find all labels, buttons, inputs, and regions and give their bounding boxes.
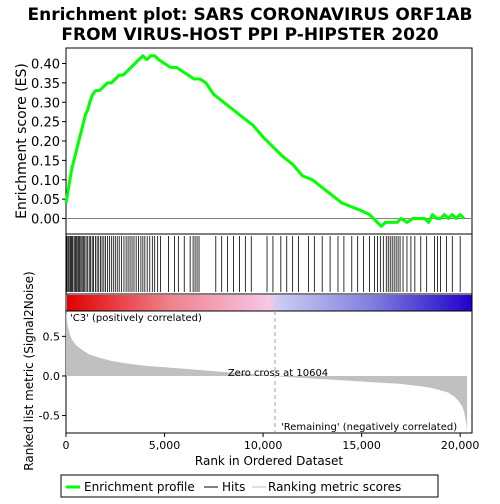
- es-y-tick-label: 0.40: [31, 58, 60, 73]
- metric-x-tick-label: 0: [63, 439, 70, 452]
- chart-title-line-2: FROM VIRUS-HOST PPI P-HIPSTER 2020: [61, 25, 438, 45]
- zero-cross-label: Zero cross at 10604: [228, 368, 328, 379]
- metric-y-axis: -0.5 0.0 0.5: [39, 330, 66, 423]
- negative-correlation-label: 'Remaining' (negatively correlated): [281, 422, 457, 433]
- positive-correlation-label: 'C3' (positively correlated): [70, 313, 202, 324]
- legend-box: [60, 474, 439, 498]
- metric-x-tick-label: 10,000: [244, 439, 283, 452]
- legend-profile-label: Enrichment profile: [84, 480, 195, 494]
- metric-x-tick-label: 5,000: [149, 439, 181, 452]
- metric-x-tick-label: 15,000: [342, 439, 381, 452]
- es-y-axis-label: Enrichment score (ES): [14, 63, 30, 219]
- es-y-tick-label: 0.10: [31, 174, 60, 189]
- metric-x-axis-label: Rank in Ordered Dataset: [195, 454, 343, 468]
- chart-title-line-1: Enrichment plot: SARS CORONAVIRUS ORF1AB: [27, 5, 472, 25]
- metric-y-tick-label: -0.5: [39, 410, 60, 423]
- rank-color-bar: [67, 295, 472, 311]
- es-y-tick-label: 0.35: [31, 77, 60, 92]
- metric-x-tick-label: 20,000: [441, 439, 480, 452]
- es-y-tick-label: 0.30: [31, 96, 60, 111]
- es-y-axis: 0.00 0.05 0.10 0.15 0.20 0.25 0.30 0.35 0.40: [31, 58, 66, 228]
- hit-marks: [66, 236, 461, 292]
- ranking-metric-area: [66, 311, 468, 432]
- metric-y-axis-label: Ranked list metric (Signal2Noise): [22, 271, 36, 470]
- metric-y-tick-label: 0.5: [43, 330, 61, 343]
- metric-y-tick-label: 0.0: [43, 370, 61, 383]
- es-y-tick-label: 0.25: [31, 116, 60, 131]
- es-y-tick-label: 0.20: [31, 135, 60, 150]
- es-y-tick-label: 0.15: [31, 154, 60, 169]
- metric-x-axis: 0 5,000 10,000 15,000 20,000: [63, 433, 480, 452]
- enrichment-profile-line: [64, 54, 466, 228]
- es-y-tick-label: 0.05: [31, 193, 60, 208]
- legend-hits-label: Hits: [222, 480, 245, 494]
- legend-metric-label: Ranking metric scores: [268, 480, 401, 494]
- es-y-tick-label: 0.00: [31, 213, 60, 228]
